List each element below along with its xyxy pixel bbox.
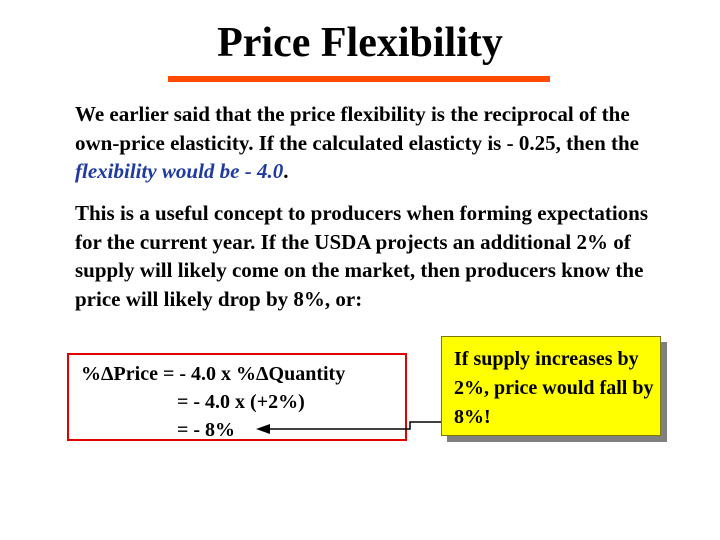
formula-box: %ΔPrice = - 4.0 x %ΔQuantity = - 4.0 x (… — [67, 353, 407, 441]
title-underline — [168, 76, 550, 82]
callout-text: If supply increases by 2%, price would f… — [454, 348, 654, 428]
flexibility-emphasis: flexibility would be - 4.0 — [75, 159, 284, 183]
paragraph-elasticity-end: . — [283, 159, 289, 183]
formula-line-1: %ΔPrice = - 4.0 x %ΔQuantity — [81, 363, 346, 385]
arrow-head — [256, 424, 270, 434]
arrow-line — [268, 421, 441, 430]
slide-title: Price Flexibility — [217, 20, 503, 66]
paragraph-elasticity: We earlier said that the price flexibili… — [75, 100, 675, 186]
formula-line-3: = - 8% — [177, 419, 236, 441]
paragraph-elasticity-text: We earlier said that the price flexibili… — [75, 102, 639, 155]
callout-box: If supply increases by 2%, price would f… — [441, 336, 661, 436]
paragraph-usda: This is a useful concept to producers wh… — [75, 201, 649, 311]
formula-line-2: = - 4.0 x (+2%) — [177, 391, 305, 413]
